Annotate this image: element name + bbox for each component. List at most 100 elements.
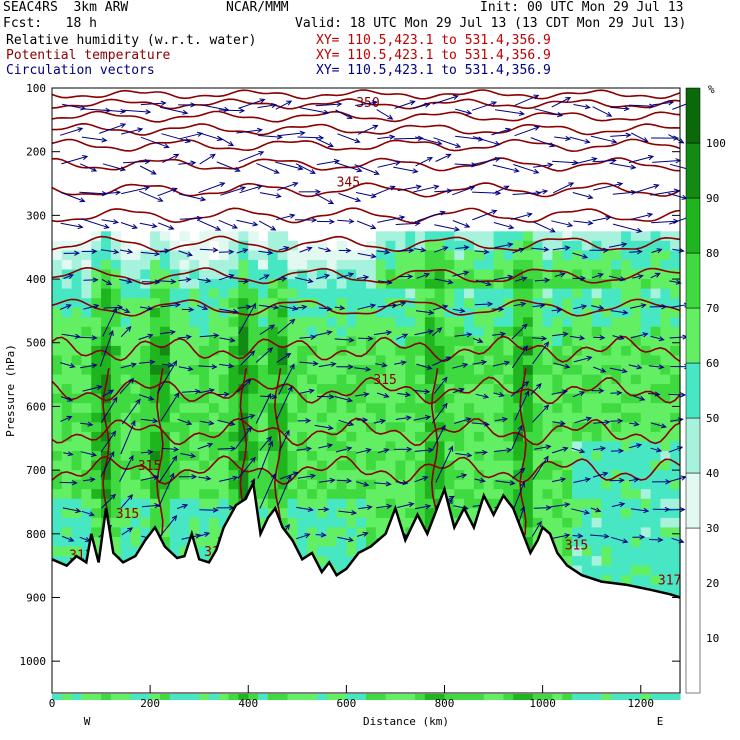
wind-vector [296,446,313,452]
rh-cell [650,460,661,471]
rh-cell [473,259,485,271]
rh-cell [670,336,681,347]
rh-cell [179,355,190,366]
rh-cell [179,374,190,385]
rh-cell [110,431,122,443]
rh-cell [562,250,573,261]
rh-cell [336,326,347,337]
rh-cell [199,489,210,500]
wind-vector [216,391,230,397]
rh-cell [601,317,612,328]
rh-cell [336,517,347,529]
rh-cell [169,384,181,395]
wind-vector [314,424,334,431]
rh-cell [581,470,593,481]
wind-vector [177,334,192,340]
rh-cell [523,489,534,500]
x-tick-label: 800 [435,697,455,710]
rh-cell [493,384,504,395]
wind-vector [219,363,235,369]
rh-cell [523,527,534,538]
rh-cell [101,431,112,443]
rh-cell [523,508,534,519]
rh-cell [326,470,338,481]
rh-cell [591,565,603,576]
rh-cell [179,489,190,500]
wind-vector [551,389,569,395]
wind-vector [218,219,239,229]
rh-cell [581,269,593,280]
rh-cell [336,479,347,490]
rh-cell [523,441,534,452]
rh-cell [542,317,553,328]
rh-cell [395,298,406,309]
rh-cell [71,307,82,318]
rh-cell [267,269,279,280]
rh-cell [159,537,171,548]
wind-vector [299,107,330,115]
rh-cell [52,508,63,519]
rh-cell [630,326,642,337]
rh-cell [218,374,230,385]
rh-cell [81,451,92,462]
rh-cell [218,517,230,529]
rh-cell [640,231,652,242]
rh-cell [150,393,161,404]
rh-cell [52,517,63,529]
rh-cell [572,288,583,299]
wind-vector [355,448,372,454]
rh-cell [523,517,534,529]
rh-cell [591,231,603,242]
rh-cell [395,288,406,299]
rh-cell [150,307,161,318]
rh-cell [454,479,465,490]
rh-cell [493,479,504,490]
rh-cell [375,269,387,280]
rh-cell [120,345,132,357]
rh-cell [572,527,583,538]
rh-cell [670,279,681,290]
rh-cell [621,565,632,576]
rh-cell [277,470,289,481]
rh-cell [189,269,200,280]
rh-cell [71,441,82,452]
rh-cell [346,365,357,376]
rh-cell [110,470,122,481]
rh-cell [552,355,563,366]
rh-cell [228,259,239,271]
rh-cell [81,384,92,395]
rh-cell [248,279,259,290]
rh-cell [346,451,357,462]
rh-cell [630,431,642,443]
rh-cell [71,365,82,376]
rh-cell [307,374,318,385]
rh-cell [81,240,92,251]
rh-cell [415,689,426,700]
rh-cell [218,689,230,700]
rh-cell [267,326,279,337]
rh-cell [532,479,544,490]
wind-vector [651,479,672,485]
wind-vector [474,301,494,307]
rh-cell [287,250,298,261]
rh-cell [650,441,661,452]
rh-cell [238,451,249,462]
rh-cell [150,345,161,357]
rh-cell [640,537,652,548]
rh-cell [601,384,612,395]
rh-cell [395,336,406,347]
wind-vector [279,471,299,480]
rh-cell [621,412,632,423]
wind-vector [375,362,388,368]
rh-cell [650,479,661,490]
rh-cell [621,422,632,433]
rh-cell [346,288,357,299]
rh-cell [307,508,318,519]
rh-cell [209,384,220,395]
wind-vector [652,100,675,106]
rh-cell [523,431,534,443]
rh-cell [110,365,122,376]
wind-vector [494,242,514,249]
wind-vector [573,355,593,363]
rh-cell [483,288,495,299]
